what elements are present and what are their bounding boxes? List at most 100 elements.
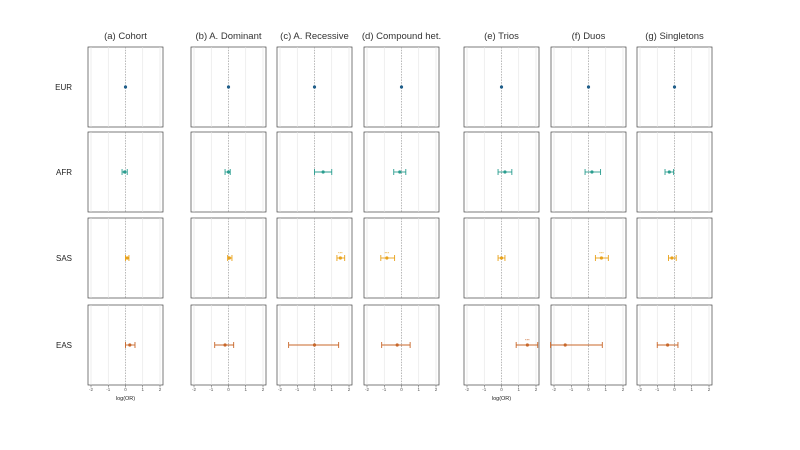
estimate-b-a-dominant-eur [226, 85, 231, 89]
x-tick-label: 2 [159, 387, 162, 392]
x-tick-label: 1 [330, 387, 333, 392]
x-tick-label: 0 [500, 387, 503, 392]
x-tick-label: -2 [638, 387, 642, 392]
point-estimate [385, 256, 389, 260]
x-tick-label: -1 [482, 387, 486, 392]
x-tick-label: -1 [382, 387, 386, 392]
x-tick-label: -2 [192, 387, 196, 392]
estimate-b-a-dominant-afr [224, 169, 231, 175]
x-axis-d-compound-het: -2 -1 0 1 2 [365, 385, 438, 392]
x-axis-f-duos: -2 -1 0 1 2 [552, 385, 625, 392]
row-label-sas: SAS [56, 254, 72, 263]
x-tick-label: -2 [552, 387, 556, 392]
estimate-g-singletons-sas [668, 255, 677, 261]
x-tick-label: 2 [435, 387, 438, 392]
point-estimate [503, 170, 507, 174]
estimate-a-cohort-afr [121, 169, 128, 175]
x-axis-e-trios: -2 -1 0 1 2 log(OR) [465, 385, 538, 402]
point-estimate [226, 85, 231, 89]
x-tick-label: 2 [708, 387, 711, 392]
point-estimate [227, 256, 231, 260]
x-tick-label: 2 [262, 387, 265, 392]
x-axes: -2 -1 0 1 2 log(OR) -2 -1 0 1 2 -2 -1 0 1 2 -2 -1 0 1 2 -2 -1 0… [89, 385, 711, 402]
point-estimate [672, 85, 677, 89]
significance-label: *** [525, 338, 530, 343]
x-tick-label: -2 [278, 387, 282, 392]
point-estimate [590, 170, 594, 174]
estimate-g-singletons-eur [672, 85, 677, 89]
point-estimate [499, 256, 504, 260]
estimate-f-duos-eur [586, 85, 591, 89]
panel-title-c-a-recessive: (c) A. Recessive [280, 31, 349, 42]
panel-title-f-duos: (f) Duos [572, 31, 606, 42]
panel-g-singletons-afr [636, 131, 713, 213]
x-tick-label: -2 [365, 387, 369, 392]
x-tick-label: 0 [673, 387, 676, 392]
point-estimate [670, 256, 674, 260]
panel-frame [363, 217, 440, 299]
x-tick-label: 2 [348, 387, 351, 392]
estimate-f-duos-afr [584, 169, 602, 175]
x-tick-label: 1 [690, 387, 693, 392]
point-estimate [226, 170, 231, 174]
panel-title-e-trios: (e) Trios [484, 31, 519, 42]
x-tick-label: -2 [89, 387, 93, 392]
point-estimate [398, 170, 402, 174]
point-estimate [666, 343, 670, 347]
point-estimate [321, 170, 325, 174]
point-estimate [525, 343, 529, 347]
x-tick-label: 2 [535, 387, 538, 392]
x-tick-label: 1 [141, 387, 144, 392]
point-estimate [128, 343, 132, 347]
row-label-eur: EUR [55, 83, 72, 92]
panel-title-b-a-dominant: (b) A. Dominant [196, 31, 262, 42]
point-estimate [338, 256, 342, 260]
x-axis-label: log(OR) [492, 396, 511, 402]
point-estimate [399, 85, 404, 89]
point-estimate [667, 170, 671, 174]
estimate-d-compound-het-eur [399, 85, 404, 89]
x-tick-label: -1 [569, 387, 573, 392]
row-label-afr: AFR [56, 168, 72, 177]
estimate-e-trios-afr [497, 169, 513, 175]
point-estimate [395, 343, 399, 347]
estimate-b-a-dominant-eas [214, 342, 235, 348]
estimate-f-duos-eas [550, 342, 603, 348]
x-tick-label: -1 [655, 387, 659, 392]
estimate-g-singletons-afr [664, 169, 675, 175]
x-axis-label: log(OR) [116, 396, 135, 402]
estimate-a-cohort-sas [125, 255, 130, 261]
panel-title-d-compound-het: (d) Compound het. [362, 31, 441, 42]
point-estimate [123, 170, 127, 174]
row-labels: EUR AFR SAS EAS [55, 83, 72, 350]
point-estimate [586, 85, 591, 89]
significance-label: *** [338, 251, 343, 256]
point-estimate [599, 256, 604, 260]
estimate-g-singletons-eas [656, 342, 679, 348]
estimate-d-compound-het-sas: *** [380, 251, 396, 261]
x-axis-g-singletons: -2 -1 0 1 2 [638, 385, 711, 392]
estimate-f-duos-sas: *** [594, 251, 609, 261]
panel-titles: (a) Cohort (b) A. Dominant (c) A. Recessiv… [104, 31, 704, 42]
x-tick-label: -1 [295, 387, 299, 392]
x-tick-label: 0 [587, 387, 590, 392]
estimate-c-a-recessive-afr [314, 169, 333, 175]
x-tick-label: 0 [124, 387, 127, 392]
point-estimate [312, 343, 317, 347]
point-estimate [125, 256, 129, 260]
x-tick-label: 0 [227, 387, 230, 392]
panel-d-compound-het-sas [363, 217, 440, 299]
panel-grid: *** *** *** *** [87, 46, 713, 386]
estimate-c-a-recessive-eas [288, 342, 340, 348]
significance-label: *** [599, 251, 604, 256]
panel-frame [550, 217, 627, 299]
x-tick-label: 1 [417, 387, 420, 392]
estimate-e-trios-sas [497, 255, 506, 261]
x-tick-label: -1 [106, 387, 110, 392]
significance-label: *** [385, 251, 390, 256]
estimate-b-a-dominant-sas [227, 255, 233, 261]
x-tick-label: 0 [400, 387, 403, 392]
point-estimate [499, 85, 504, 89]
panel-title-a-cohort: (a) Cohort [104, 31, 147, 42]
